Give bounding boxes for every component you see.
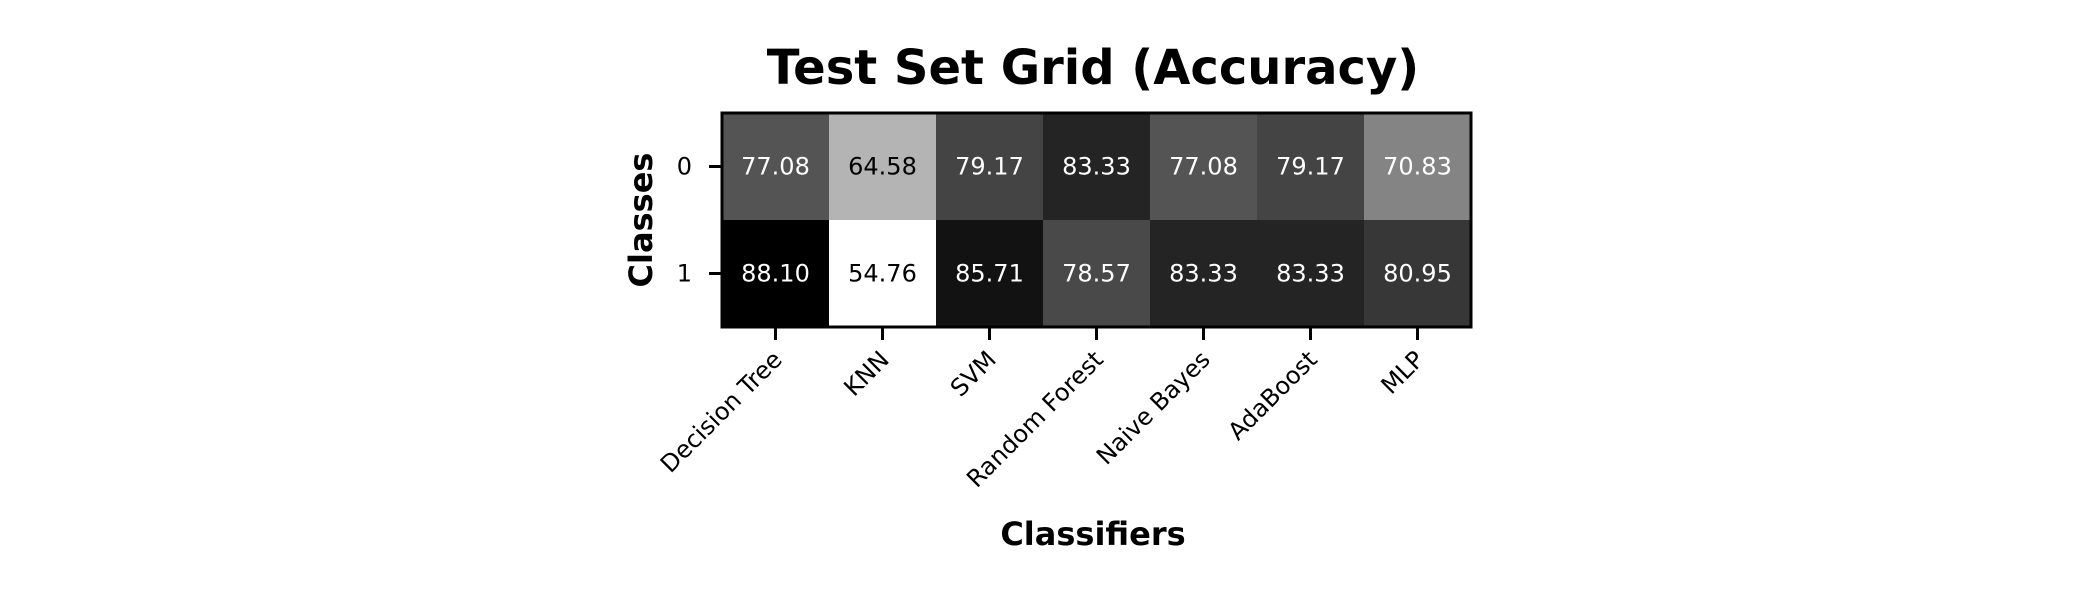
cell-value-label: 77.08 <box>1169 153 1238 181</box>
x-tick-label: SVM <box>945 345 1002 402</box>
cell-value-label: 70.83 <box>1383 153 1452 181</box>
cell-value-label: 88.10 <box>741 260 810 288</box>
cell-value-label: 83.33 <box>1276 260 1345 288</box>
heatmap-cells <box>722 113 1471 327</box>
heatmap-cell <box>829 220 936 327</box>
heatmap-cell <box>1043 113 1150 220</box>
heatmap-cell <box>722 220 829 327</box>
cell-value-label: 83.33 <box>1169 260 1238 288</box>
cell-value-labels: 77.08 64.58 79.17 83.33 77.08 79.17 70.83 88.10… <box>741 153 1452 288</box>
y-axis-label: Classes <box>622 153 660 288</box>
cell-value-label: 79.17 <box>955 153 1024 181</box>
cell-value-label: 54.76 <box>848 260 917 288</box>
x-tick-label: Naive Bayes <box>1091 345 1216 470</box>
cell-value-label: 78.57 <box>1062 260 1131 288</box>
cell-value-label: 80.95 <box>1383 260 1452 288</box>
y-tick-label: 1 <box>677 260 692 288</box>
heatmap-cell <box>1257 220 1364 327</box>
cell-value-label: 85.71 <box>955 260 1024 288</box>
heatmap-cell <box>936 220 1043 327</box>
heatmap-cell <box>1364 220 1471 327</box>
x-tick-label: AdaBoost <box>1223 345 1323 445</box>
heatmap-cell <box>1150 113 1257 220</box>
chart-title: Test Set Grid (Accuracy) <box>767 40 1419 96</box>
y-tick-label: 0 <box>677 153 692 181</box>
x-tick-label: KNN <box>838 345 894 401</box>
cell-value-label: 64.58 <box>848 153 917 181</box>
cell-value-label: 79.17 <box>1276 153 1345 181</box>
cell-value-label: 83.33 <box>1062 153 1131 181</box>
x-axis-label: Classifiers <box>1000 515 1185 553</box>
cell-value-label: 77.08 <box>741 153 810 181</box>
heatmap-cell <box>829 113 936 220</box>
heatmap-cell <box>936 113 1043 220</box>
heatmap-cell <box>1257 113 1364 220</box>
heatmap-cell <box>1043 220 1150 327</box>
heatmap-cell <box>722 113 829 220</box>
heatmap-cell <box>1364 113 1471 220</box>
heatmap-cell <box>1150 220 1257 327</box>
x-tick-label: MLP <box>1376 345 1430 399</box>
x-tick-label: Decision Tree <box>655 345 788 478</box>
